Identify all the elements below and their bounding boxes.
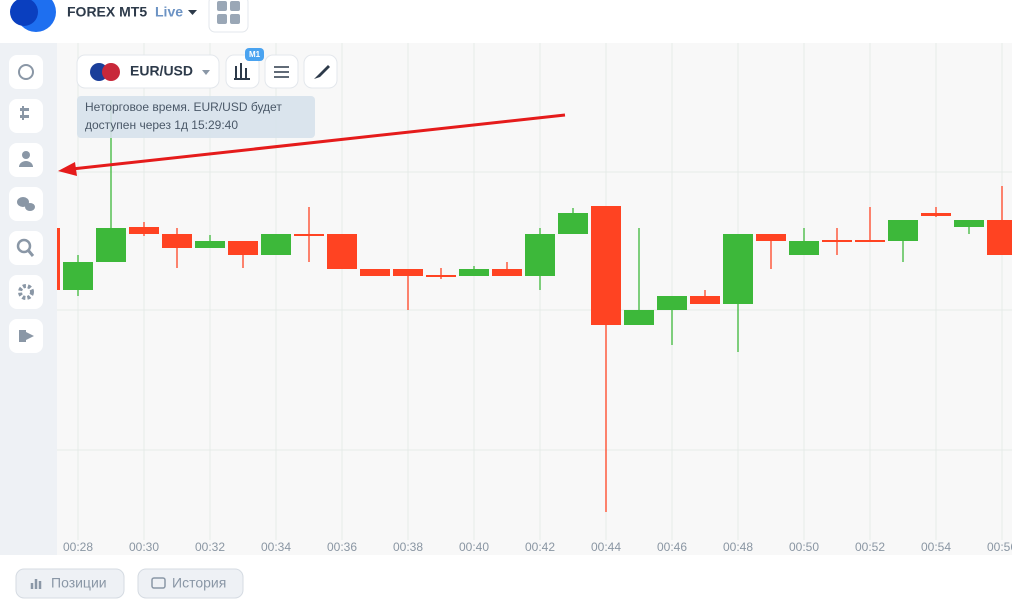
candle-body	[624, 310, 654, 325]
dropdown-caret[interactable]	[202, 70, 210, 75]
candle-body	[63, 262, 93, 290]
icon	[19, 330, 34, 342]
timeframe-label: M1	[249, 50, 261, 59]
sidebar-buttons	[9, 55, 43, 353]
icon	[217, 1, 227, 11]
candle-body	[360, 269, 390, 276]
symbol-label[interactable]: EUR/USD	[130, 63, 193, 79]
candle-body	[954, 220, 984, 227]
notice-line: Неторговое время. EUR/USD будет	[85, 100, 282, 114]
drawing-button[interactable]	[303, 54, 338, 89]
positions-label[interactable]: Позиции	[51, 575, 107, 591]
x-tick-label: 00:48	[723, 540, 753, 554]
candle-body	[426, 275, 456, 277]
icon	[151, 577, 166, 589]
icon	[30, 579, 42, 589]
icon	[234, 63, 250, 80]
candle-body	[96, 228, 126, 262]
x-tick-label: 00:38	[393, 540, 423, 554]
chart-toolbar: EUR/USD M1	[76, 48, 338, 89]
top-bar: FOREX MT5 Live	[10, 0, 249, 33]
candle-body	[822, 240, 852, 242]
icon	[17, 197, 29, 207]
x-tick-label: 00:28	[63, 540, 93, 554]
x-tick-label: 00:32	[195, 540, 225, 554]
apps-button[interactable]	[208, 0, 249, 33]
icon	[16, 238, 32, 254]
x-tick-label: 00:56	[987, 540, 1012, 554]
candle-body	[459, 269, 489, 276]
x-tick-label: 00:52	[855, 540, 885, 554]
candles	[57, 100, 1012, 512]
sidebar-icons	[16, 64, 35, 342]
notice-line: доступен через 1д 15:29:40	[85, 118, 238, 132]
candle-body	[558, 213, 588, 234]
history-button[interactable]	[137, 568, 244, 599]
sidebar-button[interactable]	[9, 275, 43, 309]
sidebar-button[interactable]	[9, 143, 43, 177]
icon	[19, 161, 33, 167]
candle-body	[57, 228, 60, 290]
candle-body	[921, 213, 951, 216]
grid	[57, 171, 1012, 451]
icon	[274, 66, 289, 78]
candle-body	[789, 241, 819, 255]
candle-body	[261, 234, 291, 255]
account-name[interactable]: FOREX MT5	[67, 4, 147, 20]
candle-body	[756, 234, 786, 241]
candle-body	[657, 296, 687, 310]
notice-box	[77, 96, 315, 138]
sidebar-button[interactable]	[9, 55, 43, 89]
icon	[18, 284, 34, 300]
icon	[18, 64, 34, 80]
candle-body	[228, 241, 258, 255]
positions-button[interactable]	[15, 568, 125, 599]
x-tick-label: 00:40	[459, 540, 489, 554]
candle-body	[525, 234, 555, 276]
candle-body	[492, 269, 522, 276]
candle-body	[690, 296, 720, 304]
candle-body	[195, 241, 225, 248]
x-tick-label: 00:30	[129, 540, 159, 554]
icon	[230, 1, 240, 11]
sidebar-button[interactable]	[9, 231, 43, 265]
candle-body	[888, 220, 918, 241]
candle-body	[294, 234, 324, 236]
candle-body	[393, 269, 423, 276]
dropdown-caret[interactable]	[188, 10, 197, 15]
history-label[interactable]: История	[172, 575, 226, 591]
timeframe-badge[interactable]	[245, 48, 264, 61]
account-mode[interactable]: Live	[155, 4, 183, 20]
x-tick-label: 00:50	[789, 540, 819, 554]
icon	[25, 203, 35, 211]
x-tick-label: 00:36	[327, 540, 357, 554]
logo-inner	[10, 0, 38, 26]
icon	[217, 14, 227, 24]
candle-body	[723, 234, 753, 304]
candle-body	[129, 227, 159, 234]
x-tick-label: 00:34	[261, 540, 291, 554]
icon	[20, 106, 29, 120]
arrow-head	[58, 162, 77, 176]
x-axis: 00:28 00:30 00:32 00:34 00:36 00:38 00:40 00:42…	[63, 540, 1012, 554]
x-tick-label: 00:54	[921, 540, 951, 554]
icon	[26, 249, 35, 257]
icon	[314, 65, 330, 79]
x-tick-label: 00:44	[591, 540, 621, 554]
x-tick-label: 00:46	[657, 540, 687, 554]
candle-body	[591, 206, 621, 325]
icon	[22, 151, 30, 159]
candle-body	[162, 234, 192, 248]
icon	[230, 14, 240, 24]
candle-body	[327, 234, 357, 269]
candle-body	[855, 240, 885, 242]
candle-body	[987, 220, 1012, 255]
arrow	[71, 113, 566, 171]
x-tick-label: 00:42	[525, 540, 555, 554]
flag-us	[102, 63, 120, 81]
